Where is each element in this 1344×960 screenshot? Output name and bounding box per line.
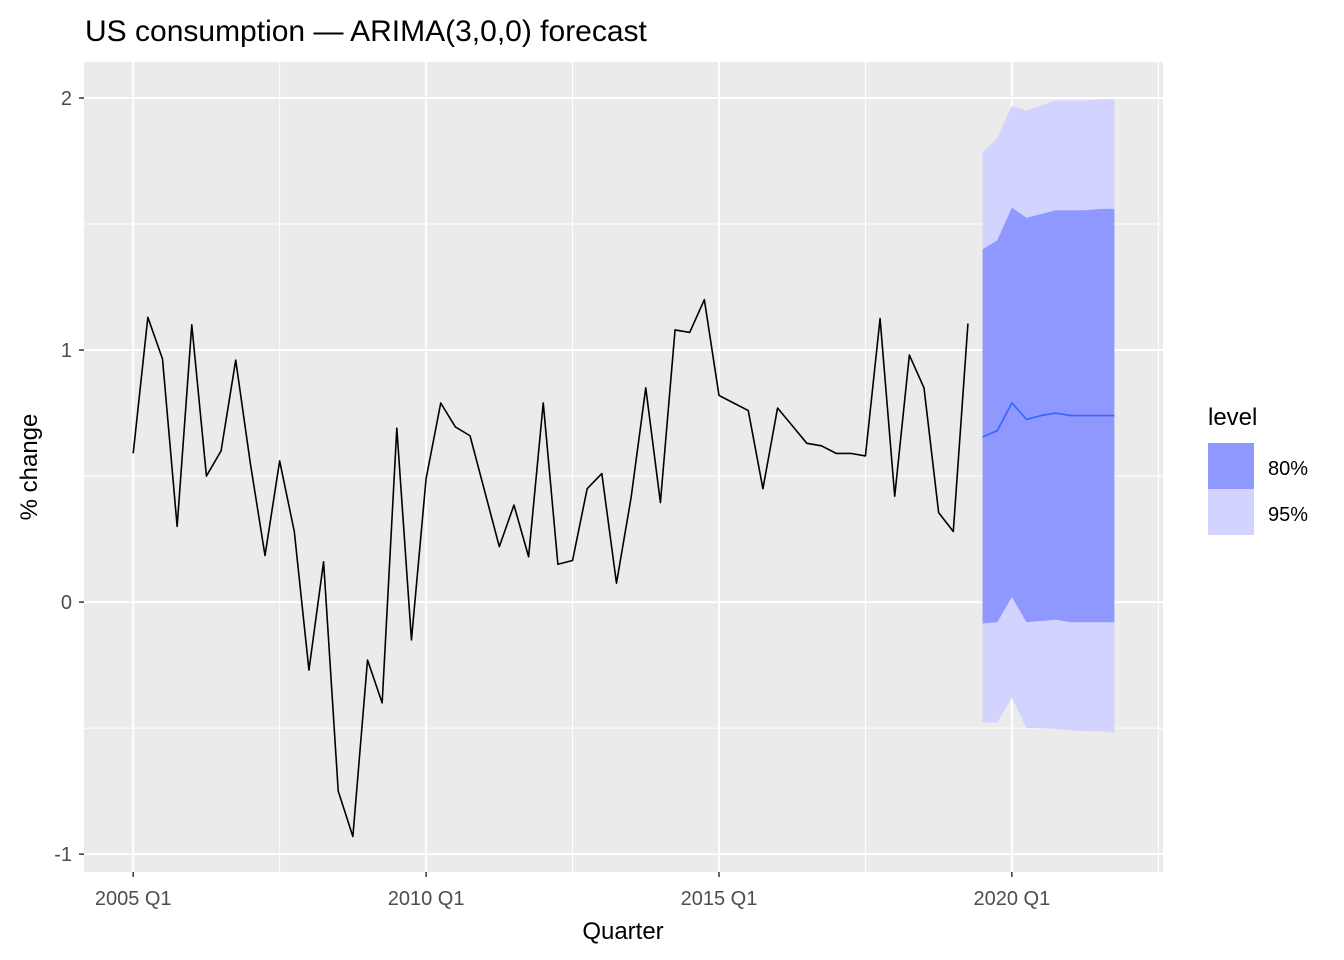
- series-lines: [132, 298, 1115, 838]
- y-axis-title: % change: [16, 414, 43, 521]
- y-tick-label: -1: [54, 844, 72, 866]
- y-tick-label: 1: [61, 340, 72, 362]
- legend-label-80: 80%: [1268, 458, 1308, 480]
- x-tick-label: 2005 Q1: [95, 888, 172, 910]
- y-tick-label: 2: [61, 88, 72, 110]
- forecast-mean-line: [982, 401, 1115, 438]
- history-line: [132, 298, 969, 838]
- x-tick-label: 2010 Q1: [388, 888, 465, 910]
- y-axis: -1 0 1 2: [54, 88, 84, 866]
- x-axis: 2005 Q1 2010 Q1 2015 Q1 2020 Q1: [95, 872, 1050, 910]
- chart-title: US consumption — ARIMA(3,0,0) forecast: [85, 15, 648, 48]
- legend-label-95: 95%: [1268, 504, 1308, 526]
- forecast-intervals: [982, 99, 1115, 733]
- x-tick-label: 2020 Q1: [974, 888, 1051, 910]
- x-axis-title: Quarter: [582, 918, 663, 945]
- legend: level 80% 95%: [1208, 404, 1308, 535]
- legend-swatch-80: [1208, 443, 1254, 489]
- legend-swatch-95: [1208, 489, 1254, 535]
- x-tick-label: 2015 Q1: [681, 888, 758, 910]
- legend-title: level: [1208, 404, 1257, 431]
- y-tick-label: 0: [61, 592, 72, 614]
- interval-80-band: [982, 207, 1115, 624]
